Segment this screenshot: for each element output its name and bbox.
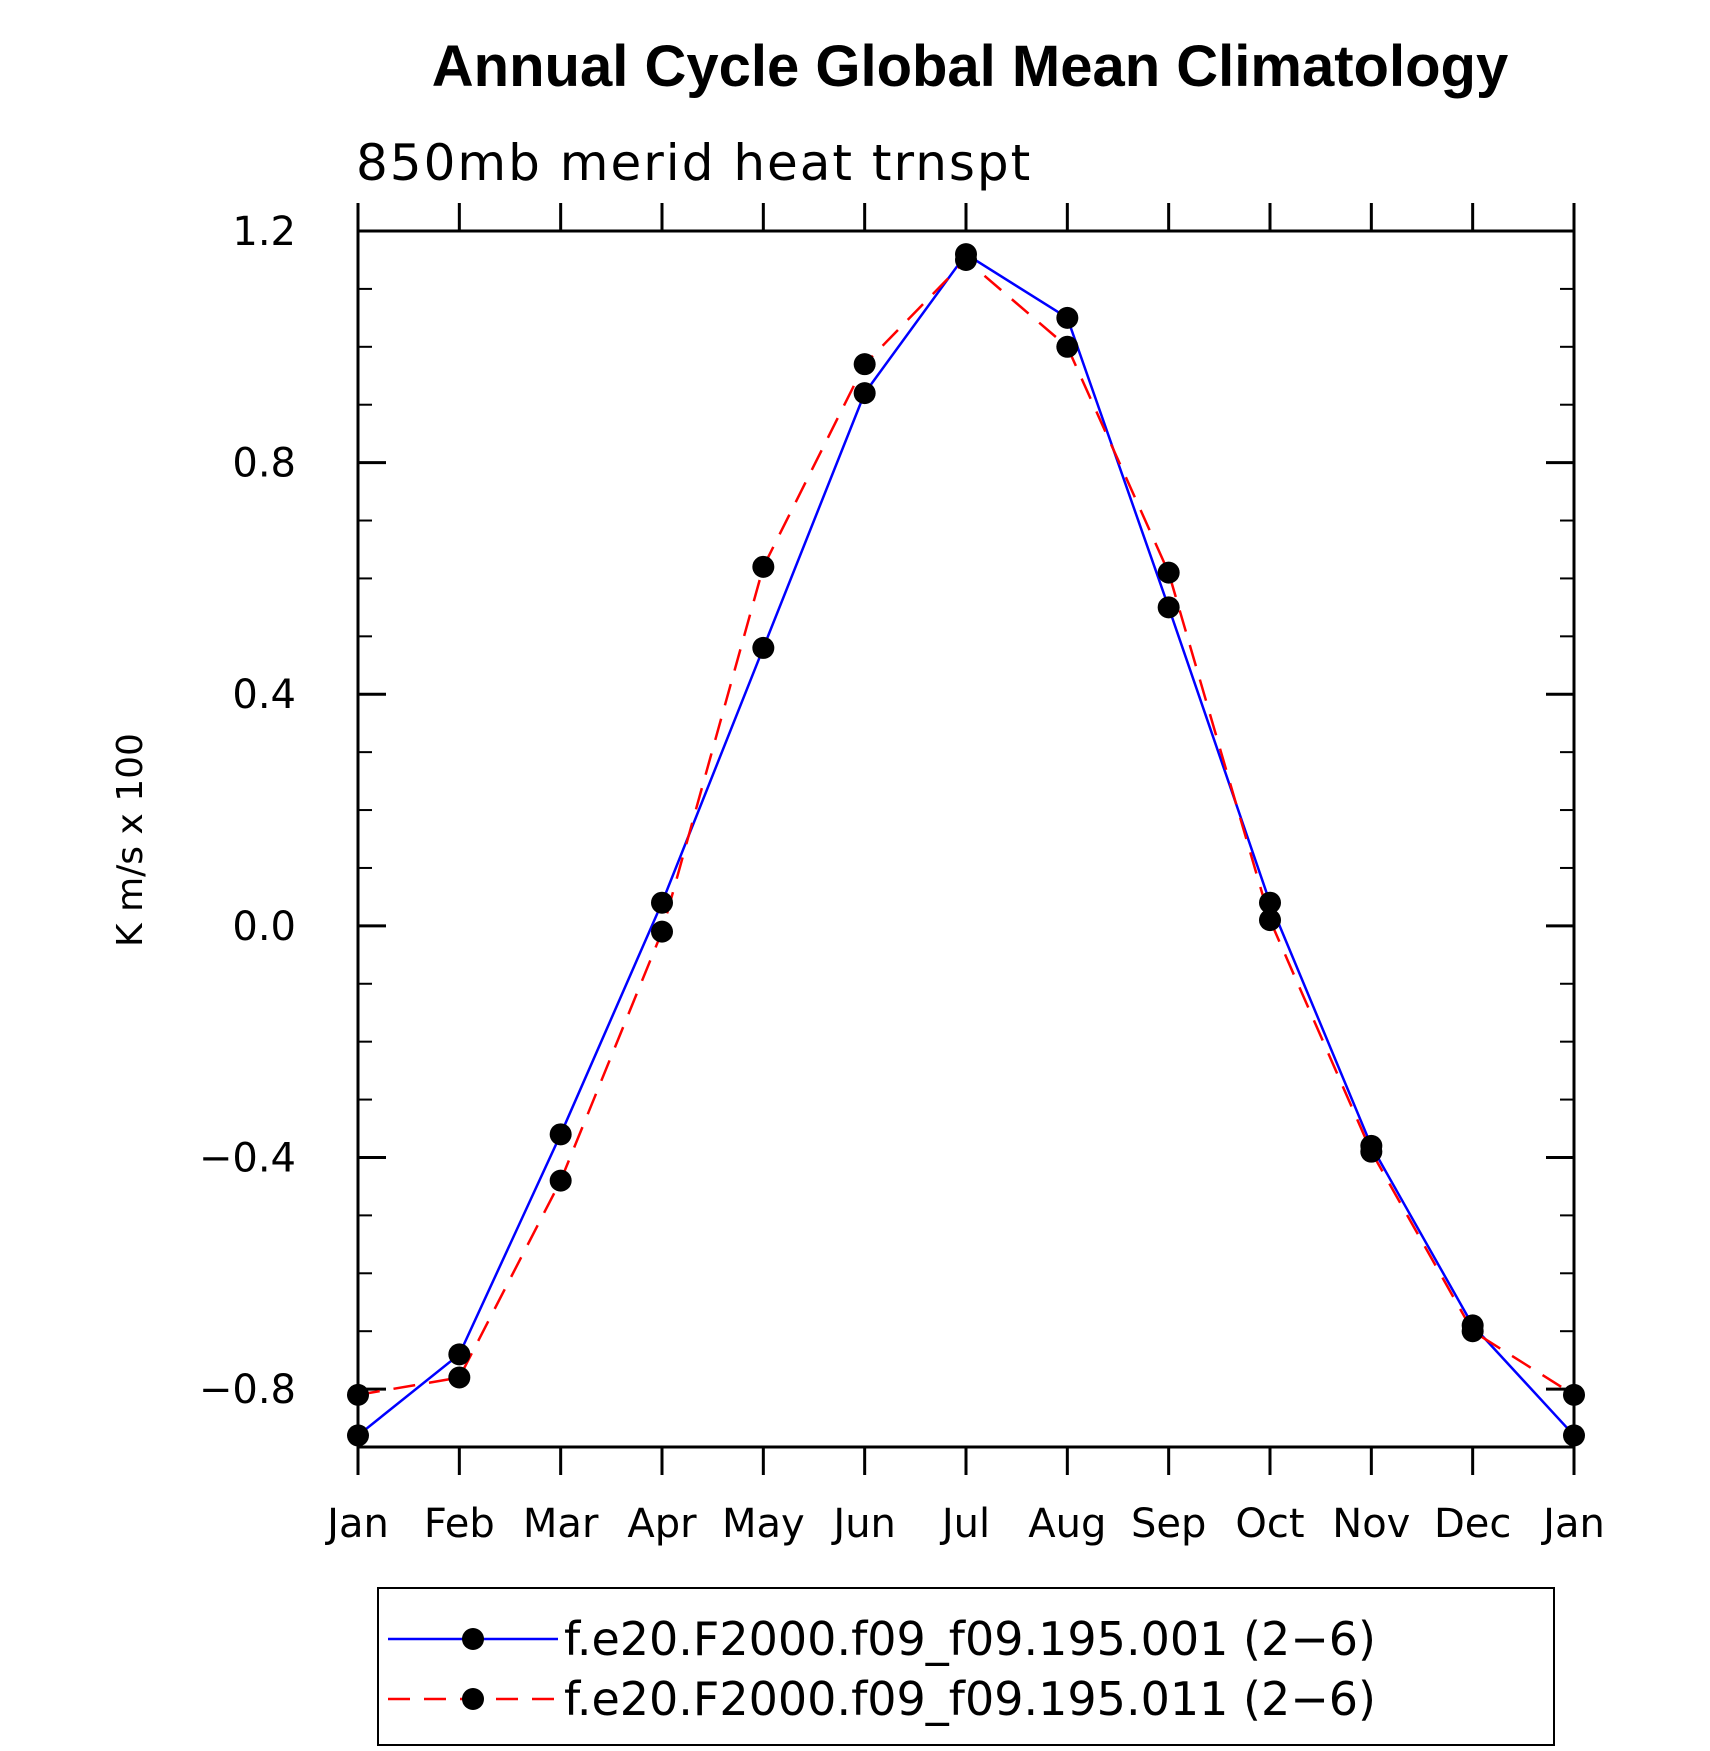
axes: Jan Feb Mar Apr May Jun Jul Aug Sep Oct Nov Dec Jan −… <box>199 203 1605 1547</box>
x-tick-label: May <box>722 1501 805 1547</box>
series-line-2 <box>357 258 1575 1397</box>
chart-subtitle: 850mb merid heat trnspt <box>356 134 1032 192</box>
legend-label: f.e20.F2000.f09_f09.195.011 (2−6) <box>564 1672 1376 1726</box>
data-point <box>1157 561 1180 584</box>
data-point <box>347 1424 369 1447</box>
data-point <box>1056 306 1079 329</box>
data-point <box>549 1123 572 1146</box>
data-point <box>1360 1140 1383 1163</box>
x-tick-label: Nov <box>1332 1501 1410 1547</box>
data-point <box>651 891 673 914</box>
y-tick-label: −0.8 <box>199 1367 296 1413</box>
data-point <box>549 1169 572 1192</box>
data-point <box>448 1343 471 1366</box>
data-point <box>955 248 977 271</box>
x-tick-label: Jan <box>324 1501 389 1547</box>
x-tick-label: Oct <box>1235 1501 1304 1547</box>
x-tick-label: Mar <box>523 1501 599 1547</box>
data-point <box>853 353 876 376</box>
series-lines <box>357 252 1575 1437</box>
legend-label: f.e20.F2000.f09_f09.195.001 (2−6) <box>564 1612 1376 1666</box>
y-tick-label: 1.2 <box>232 209 296 255</box>
x-tick-label: Dec <box>1434 1501 1511 1547</box>
x-tick-label: Sep <box>1131 1501 1206 1547</box>
data-point <box>1157 596 1180 619</box>
data-point <box>347 1383 369 1406</box>
x-tick-label: Aug <box>1028 1501 1106 1547</box>
series-line-1 <box>357 252 1575 1437</box>
plot-frame <box>356 229 1576 1449</box>
legend-marker <box>462 1688 484 1710</box>
legend-marker <box>462 1628 484 1650</box>
data-point <box>1259 909 1281 932</box>
chart-title: Annual Cycle Global Mean Climatology <box>432 34 1508 99</box>
data-point <box>1563 1424 1585 1447</box>
x-tick-label: Feb <box>424 1501 495 1547</box>
data-point <box>448 1366 471 1389</box>
y-tick-label: 0.4 <box>232 672 296 718</box>
x-tick-label: Jan <box>1540 1501 1605 1547</box>
data-point <box>651 920 673 943</box>
y-axis-label: K m/s x 100 <box>110 733 151 947</box>
data-point <box>752 636 775 659</box>
y-tick-label: 0.0 <box>232 904 296 950</box>
legend-frame <box>377 1587 1555 1746</box>
data-point <box>1563 1383 1585 1406</box>
x-tick-label: Jun <box>830 1501 896 1547</box>
x-tick-label: Apr <box>627 1501 697 1547</box>
data-point <box>752 555 775 578</box>
series-markers <box>347 243 1585 1447</box>
data-point <box>1259 891 1281 914</box>
y-tick-label: −0.4 <box>199 1135 296 1181</box>
data-point <box>1461 1320 1484 1343</box>
y-tick-label: 0.8 <box>232 441 296 487</box>
data-point <box>853 382 876 405</box>
legend: f.e20.F2000.f09_f09.195.001 (2−6) f.e20.F… <box>377 1587 1555 1746</box>
x-tick-label: Jul <box>939 1501 990 1547</box>
data-point <box>1056 335 1079 358</box>
